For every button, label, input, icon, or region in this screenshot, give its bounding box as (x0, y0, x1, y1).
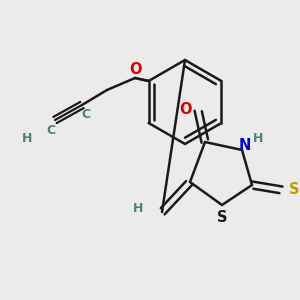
Text: C: C (81, 109, 91, 122)
Text: H: H (253, 131, 263, 145)
Text: H: H (133, 202, 143, 214)
Text: S: S (217, 211, 227, 226)
Text: O: O (180, 103, 192, 118)
Text: S: S (289, 182, 299, 197)
Text: N: N (239, 137, 251, 152)
Text: C: C (46, 124, 56, 136)
Text: O: O (129, 62, 141, 77)
Text: H: H (22, 131, 32, 145)
